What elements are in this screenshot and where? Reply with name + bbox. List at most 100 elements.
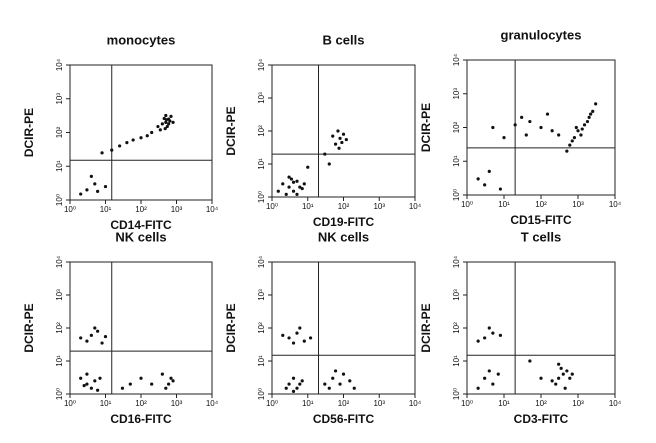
event-dot	[568, 143, 572, 147]
x-axis-label: CD56-FITC	[313, 412, 375, 426]
x-tick-label: 10⁴	[409, 202, 422, 211]
event-dot	[284, 386, 288, 390]
x-tick-label: 10⁴	[409, 399, 422, 408]
event-dot	[103, 184, 108, 189]
event-dot	[291, 189, 296, 193]
y-axis-label: DCIR-PE	[224, 106, 238, 155]
event-dot	[327, 162, 331, 166]
event-dot	[125, 141, 129, 145]
event-dot	[337, 146, 341, 150]
y-tick-label: 10⁴	[257, 58, 266, 71]
event-dot	[572, 136, 577, 140]
y-axis-label: DCIR-PE	[419, 303, 433, 352]
event-dot	[289, 177, 294, 181]
y-axis-label: DCIR-PE	[224, 303, 238, 352]
event-dot	[128, 382, 132, 386]
event-dot	[160, 122, 164, 126]
event-dot	[156, 124, 160, 129]
event-dot	[331, 376, 335, 380]
event-dot	[589, 112, 593, 116]
event-dot	[483, 183, 487, 187]
event-dot	[281, 182, 285, 186]
event-dot	[338, 382, 342, 386]
plot-frame	[271, 64, 416, 198]
event-dot	[323, 152, 327, 156]
event-dot	[164, 386, 168, 390]
panel: T cells CD3-FITC DCIR-PE 10⁰ 10¹ 10² 10³ 10⁴ 10⁰…	[419, 229, 622, 426]
event-dot	[295, 179, 299, 183]
y-axis-label: DCIR-PE	[22, 303, 36, 352]
x-tick-label: 10³	[572, 399, 584, 408]
y-tick-label: 10³	[452, 289, 461, 301]
event-dot	[169, 114, 173, 118]
event-dot	[352, 386, 356, 390]
x-tick-label: 10⁴	[206, 205, 219, 214]
y-tick-label: 10⁴	[452, 255, 461, 268]
event-dot	[291, 180, 296, 184]
y-tick-label: 10²	[452, 121, 461, 133]
y-tick-label: 10¹	[55, 355, 64, 367]
y-tick-label: 10⁰	[452, 189, 461, 201]
event-dot	[110, 148, 114, 152]
event-dot	[298, 382, 302, 386]
x-tick-label: 10³	[171, 399, 183, 408]
event-dot	[79, 192, 83, 196]
event-dot	[96, 388, 100, 392]
event-dot	[341, 132, 346, 136]
event-dot	[520, 115, 524, 119]
event-dot	[300, 186, 304, 191]
panel-title: monocytes	[107, 32, 176, 47]
y-tick-label: 10⁰	[257, 191, 266, 203]
event-dot	[545, 112, 550, 116]
event-dot	[580, 127, 584, 131]
event-dot	[550, 379, 554, 383]
event-dot	[582, 123, 587, 127]
event-dot	[145, 134, 149, 138]
y-tick-label: 10⁴	[55, 58, 64, 71]
event-dot	[557, 376, 561, 380]
event-dot	[287, 336, 291, 340]
y-tick-label: 10⁰	[55, 388, 64, 400]
event-dot	[331, 134, 335, 138]
event-dot	[323, 382, 327, 386]
event-dot	[169, 376, 173, 380]
event-dot	[163, 127, 167, 131]
y-tick-label: 10¹	[452, 355, 461, 367]
event-dot	[576, 129, 580, 133]
event-dot	[98, 376, 102, 380]
event-dot	[96, 329, 100, 333]
event-dot	[476, 177, 480, 181]
x-tick-label: 10³	[373, 202, 385, 211]
event-dot	[298, 326, 302, 330]
event-dot	[574, 125, 578, 130]
event-dot	[85, 382, 89, 386]
y-tick-label: 10⁰	[452, 388, 461, 400]
event-dot	[164, 118, 169, 122]
panel-title: granulocytes	[501, 27, 582, 42]
x-tick-label: 10³	[572, 200, 584, 209]
event-dot	[565, 369, 569, 373]
x-tick-label: 10⁴	[609, 200, 622, 209]
y-tick-label: 10⁰	[55, 194, 64, 206]
y-axis-label: DCIR-PE	[419, 103, 433, 152]
event-dot	[327, 386, 331, 390]
event-dot	[82, 383, 86, 388]
event-dot	[85, 188, 89, 192]
event-dot	[483, 376, 487, 380]
event-dot	[476, 339, 480, 343]
event-dot	[300, 379, 304, 383]
event-dot	[291, 389, 296, 393]
event-dot	[594, 102, 598, 106]
event-dot	[476, 386, 480, 390]
event-dot	[306, 165, 310, 169]
event-dot	[118, 144, 122, 148]
y-tick-label: 10²	[55, 126, 64, 138]
event-dot	[171, 120, 175, 124]
x-axis-label: CD3-FITC	[514, 412, 569, 426]
event-dot	[302, 339, 306, 343]
event-dot	[302, 182, 306, 186]
event-dot	[341, 372, 346, 376]
event-dot	[160, 372, 164, 376]
x-tick-label: 10¹	[302, 399, 314, 408]
